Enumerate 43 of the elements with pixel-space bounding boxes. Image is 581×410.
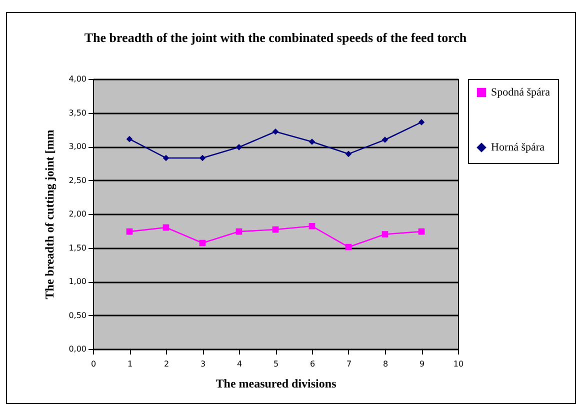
x-tick-label: 7 xyxy=(346,360,352,368)
y-tick-label: 3,00 xyxy=(68,142,86,151)
y-tick-label: 3,50 xyxy=(68,108,86,118)
y-axis-title: The breadth of cutting joint [mm xyxy=(42,130,57,300)
x-tick-label: 6 xyxy=(310,360,316,368)
point xyxy=(345,244,352,250)
point xyxy=(418,228,425,235)
x-axis-title: The measured divisions xyxy=(216,376,337,390)
x-tick-label: 9 xyxy=(419,360,425,368)
x-tick-label: 10 xyxy=(453,360,464,368)
y-tick-label: 0,00 xyxy=(68,344,86,354)
x-tick-label: 2 xyxy=(164,360,170,368)
x-tick-label: 3 xyxy=(200,360,206,368)
point xyxy=(162,224,170,231)
point xyxy=(272,226,279,233)
y-tick-label: 1,00 xyxy=(68,277,86,286)
legend-label: Horná špára xyxy=(491,142,545,154)
x-tick-label: 1 xyxy=(127,360,133,368)
point xyxy=(345,150,352,158)
point xyxy=(272,128,279,135)
point xyxy=(199,154,206,162)
point xyxy=(126,136,133,142)
y-tick-label: 4,00 xyxy=(68,74,86,84)
point xyxy=(126,228,133,235)
point xyxy=(418,119,425,126)
point xyxy=(382,136,388,143)
y-tick-label: 2,00 xyxy=(68,210,86,218)
point xyxy=(382,231,388,238)
point xyxy=(308,222,316,230)
legend-label: Spodná špára xyxy=(491,86,550,98)
chart-title: The breadth of the joint with the combinated speeds of the feed torch xyxy=(84,30,468,45)
x-tick-label: 0 xyxy=(90,360,96,368)
y-tick-label: 2,50 xyxy=(68,176,86,185)
x-tick-label: 5 xyxy=(273,360,279,368)
y-tick-label: 1,50 xyxy=(68,243,86,252)
point xyxy=(199,240,206,246)
point xyxy=(236,144,242,150)
point xyxy=(162,154,170,162)
y-tick-label: 0,50 xyxy=(68,310,86,320)
x-tick-label: 8 xyxy=(382,360,388,368)
x-tick-label: 4 xyxy=(236,360,242,368)
point xyxy=(236,228,242,235)
point xyxy=(308,138,316,145)
